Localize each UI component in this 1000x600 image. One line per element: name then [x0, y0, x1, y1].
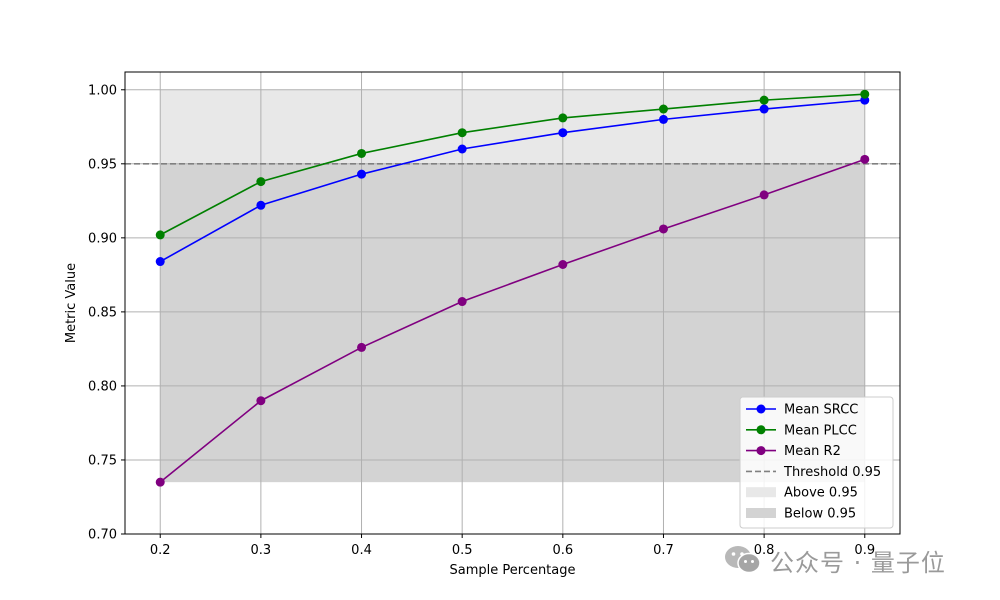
x-axis-label: Sample Percentage — [449, 563, 575, 578]
data-point — [457, 144, 467, 154]
data-point — [357, 148, 367, 158]
y-tick-label: 0.75 — [88, 453, 117, 468]
y-tick-label: 0.80 — [88, 379, 117, 394]
legend-swatch — [746, 508, 776, 518]
legend-marker — [756, 446, 766, 456]
legend-entry: Below 0.95 — [746, 507, 856, 522]
legend-entry: Threshold 0.95 — [746, 465, 881, 480]
x-axis-ticks: 0.2 0.3 0.4 0.5 0.6 0.7 0.8 0.9 — [150, 534, 875, 558]
x-tick-label: 0.2 — [150, 543, 171, 558]
x-tick-label: 0.4 — [351, 543, 372, 558]
data-point — [155, 230, 165, 240]
series-line — [159, 158, 866, 483]
data-point — [759, 190, 769, 200]
data-point — [658, 224, 668, 234]
legend-marker — [756, 425, 766, 435]
y-tick-label: 0.85 — [88, 305, 117, 320]
x-tick-label: 0.6 — [552, 543, 573, 558]
series-layer — [155, 89, 870, 487]
data-point — [558, 113, 568, 123]
x-tick-label: 0.5 — [452, 543, 473, 558]
legend-label: Threshold 0.95 — [783, 465, 881, 480]
data-point — [860, 89, 870, 99]
legend-swatch — [746, 487, 776, 498]
legend-label: Mean SRCC — [784, 403, 858, 418]
legend-entry: Mean SRCC — [746, 403, 858, 418]
data-point — [759, 95, 769, 105]
x-tick-label: 0.9 — [854, 543, 875, 558]
y-tick-label: 0.90 — [88, 231, 117, 246]
data-point — [658, 114, 668, 124]
y-tick-label: 0.95 — [88, 157, 117, 172]
legend-label: Mean PLCC — [784, 423, 857, 438]
data-point — [256, 396, 266, 406]
data-point — [357, 342, 367, 352]
legend-marker — [756, 404, 766, 414]
legend-label: Mean R2 — [784, 444, 841, 459]
y-axis-label: Metric Value — [64, 263, 79, 343]
y-tick-label: 0.70 — [88, 528, 117, 543]
legend-box — [739, 396, 894, 529]
data-point — [155, 477, 165, 487]
data-point — [256, 177, 266, 187]
data-point — [558, 260, 568, 269]
legend-entry: Above 0.95 — [746, 486, 858, 501]
data-point — [457, 297, 467, 307]
y-axis-ticks: 0.70 0.75 0.80 0.85 0.90 0.95 1.00 — [88, 83, 125, 543]
watermark: 公众号 · 量子位 — [724, 543, 946, 577]
data-point — [759, 104, 769, 114]
series-line — [159, 99, 865, 263]
series-mean-r2 — [155, 154, 870, 487]
legend-label: Below 0.95 — [784, 507, 856, 522]
data-point — [658, 104, 668, 114]
y-tick-label: 1.00 — [88, 83, 117, 98]
data-point — [558, 128, 568, 138]
data-point — [256, 200, 266, 210]
legend-entry: Mean R2 — [746, 444, 841, 459]
wechat-icon — [725, 546, 761, 574]
x-tick-label: 0.7 — [653, 543, 674, 558]
watermark-text: 公众号 · 量子位 — [770, 548, 946, 577]
series-mean-plcc — [155, 89, 870, 240]
plot-frame — [124, 71, 901, 535]
legend: Mean SRCC Mean PLCC Mean R2 Threshold 0.95 A… — [739, 396, 894, 529]
data-point — [860, 154, 870, 164]
data-point — [155, 257, 165, 267]
data-point — [357, 169, 367, 179]
series-mean-srcc — [155, 95, 870, 267]
series-line — [159, 93, 865, 236]
x-tick-label: 0.3 — [251, 543, 272, 558]
legend-entry: Mean PLCC — [746, 423, 857, 438]
x-tick-label: 0.8 — [754, 543, 775, 558]
legend-label: Above 0.95 — [784, 486, 858, 501]
data-point — [457, 128, 467, 138]
